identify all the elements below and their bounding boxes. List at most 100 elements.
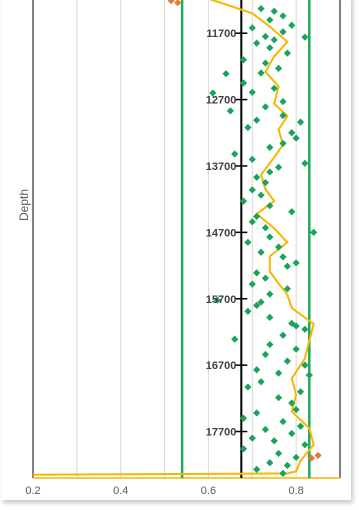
data-point	[248, 88, 256, 96]
trend-line	[32, 0, 315, 476]
data-point	[288, 129, 296, 137]
data-point	[288, 21, 296, 29]
data-point	[244, 383, 252, 391]
data-point	[266, 143, 274, 151]
gridlines	[32, 0, 341, 479]
depth-label: 15700	[206, 294, 237, 306]
depth-label: 14700	[206, 227, 237, 239]
data-point	[279, 331, 287, 339]
data-point	[244, 307, 252, 315]
data-point	[266, 202, 274, 210]
data-point	[222, 70, 230, 78]
data-point	[261, 59, 270, 67]
data-point	[266, 290, 274, 298]
data-point	[275, 369, 283, 377]
data-point	[231, 150, 239, 158]
data-point	[301, 441, 309, 449]
data-point	[275, 449, 283, 458]
x-tick-label: 0.6	[201, 485, 216, 497]
data-point	[257, 248, 265, 256]
data-point	[209, 89, 217, 97]
data-point	[275, 163, 283, 171]
data-point	[296, 422, 305, 430]
data-point	[266, 233, 274, 241]
data-point	[288, 208, 296, 216]
data-point	[275, 243, 283, 251]
data-point	[239, 56, 248, 64]
data-point	[253, 465, 261, 473]
data-point	[275, 64, 283, 72]
data-point	[279, 417, 287, 426]
points-layer	[167, 0, 322, 477]
data-point	[283, 262, 291, 270]
data-point	[244, 123, 252, 132]
data-point	[301, 159, 309, 167]
depth-label: 17700	[206, 427, 237, 439]
data-point	[253, 173, 261, 181]
data-point	[266, 168, 274, 176]
data-point	[248, 24, 256, 32]
data-point	[283, 461, 291, 469]
data-point	[261, 103, 270, 111]
data-point	[226, 107, 234, 115]
x-tick-label: 0.2	[25, 485, 40, 497]
outlier-point	[174, 0, 182, 7]
data-point	[292, 345, 300, 353]
x-tick-label: 0.4	[113, 485, 128, 497]
trend-line-layer	[32, 0, 315, 476]
depth-label: 12700	[206, 95, 237, 107]
data-point	[279, 253, 287, 261]
data-point	[239, 414, 248, 422]
data-point	[239, 79, 248, 87]
data-point	[279, 469, 287, 477]
depth-label: 16700	[206, 360, 237, 372]
outlier-point	[167, 0, 175, 5]
data-point	[261, 178, 270, 187]
data-point	[239, 197, 248, 205]
data-point	[292, 406, 300, 414]
data-point	[283, 285, 291, 293]
data-point	[288, 429, 296, 438]
depth-label: 13700	[206, 161, 237, 173]
data-point	[253, 116, 261, 124]
data-point	[248, 186, 256, 194]
x-axis-ticks: 0.2 0.4 0.6 0.8	[25, 485, 303, 497]
data-point	[292, 134, 300, 142]
data-point	[310, 228, 318, 236]
data-point	[253, 301, 261, 309]
data-point	[279, 111, 287, 120]
data-point	[239, 445, 248, 453]
data-point	[231, 335, 239, 343]
outlier-point	[314, 451, 322, 460]
data-point	[292, 453, 300, 462]
data-point	[213, 296, 221, 304]
data-point	[301, 325, 309, 333]
data-point	[257, 191, 265, 199]
data-point	[257, 69, 265, 77]
data-point	[253, 212, 261, 221]
data-point	[248, 155, 256, 163]
data-point	[279, 28, 287, 36]
data-point	[266, 459, 274, 467]
data-point	[283, 49, 291, 57]
data-point	[253, 409, 261, 417]
outlier-point	[307, 454, 316, 462]
data-point	[296, 118, 305, 126]
data-point	[296, 388, 305, 396]
data-point	[270, 7, 278, 15]
data-point	[275, 394, 283, 402]
depth-labels: 11700 12700 13700 14700 15700 16700 17700	[206, 28, 248, 439]
data-point	[266, 16, 274, 24]
data-point	[292, 322, 300, 330]
data-point	[292, 259, 300, 267]
data-point	[253, 39, 261, 47]
data-point	[266, 313, 274, 321]
data-point	[257, 378, 265, 386]
reference-lines	[180, 0, 311, 478]
data-point	[305, 371, 313, 379]
data-point	[244, 238, 252, 246]
data-point	[266, 44, 274, 52]
data-point	[261, 425, 270, 434]
data-point	[279, 12, 287, 20]
